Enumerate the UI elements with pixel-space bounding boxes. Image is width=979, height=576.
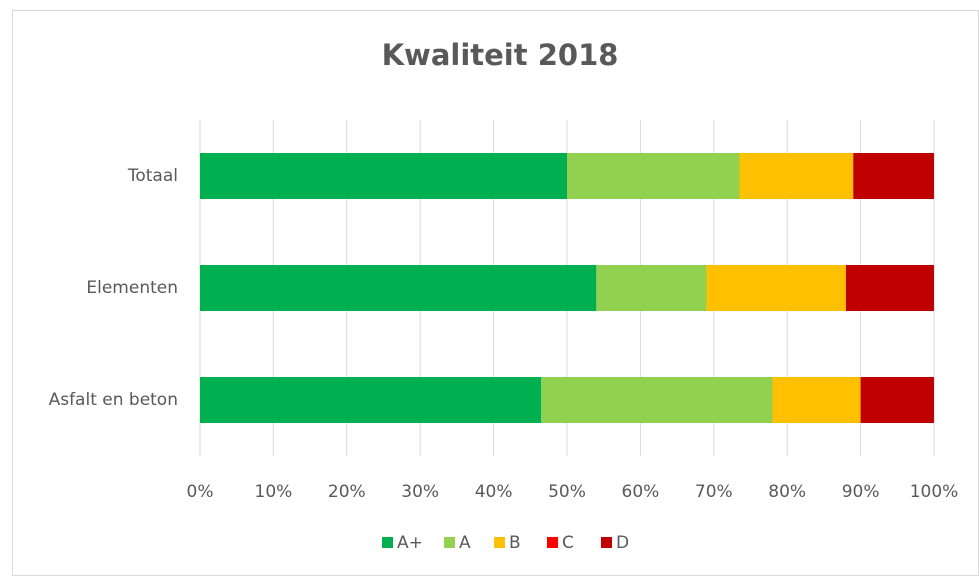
bar-segment [853,153,934,199]
x-tick-label: 40% [475,482,513,502]
x-tick-label: 80% [768,482,806,502]
y-tick-label: Asfalt en beton [49,390,178,410]
legend-label: A [459,533,471,553]
legend-label: D [616,533,629,553]
bar-segment [706,265,846,311]
bar-segment [845,265,934,311]
x-tick-label: 60% [622,482,660,502]
bar-segment [200,377,542,423]
legend-swatch [494,537,505,548]
y-tick-label: Totaal [127,166,178,186]
legend-swatch [382,537,393,548]
x-tick-label: 100% [910,482,959,502]
chart-title: Kwaliteit 2018 [382,38,619,72]
legend-label: B [509,533,521,553]
legend-label: C [562,533,574,553]
legend-label: A+ [397,533,423,553]
x-tick-label: 90% [842,482,880,502]
bar-segment [739,153,854,199]
legend-swatch [444,537,455,548]
legend-swatch [547,537,558,548]
bar-segment [772,377,861,423]
x-tick-label: 0% [187,482,214,502]
x-tick-label: 10% [255,482,293,502]
legend-swatch [601,537,612,548]
bar-segment [541,377,773,423]
y-tick-label: Elementen [86,278,178,298]
bar-segment [596,265,707,311]
bar-segment [567,153,740,199]
bar-segment [200,153,567,199]
x-tick-label: 50% [548,482,586,502]
bar-segment [860,377,934,423]
x-tick-label: 30% [401,482,439,502]
x-tick-label: 20% [328,482,366,502]
x-tick-label: 70% [695,482,733,502]
bar-segment [200,265,597,311]
